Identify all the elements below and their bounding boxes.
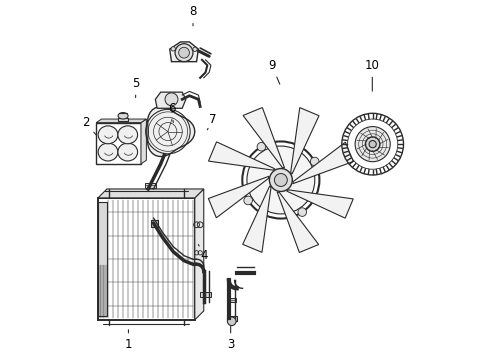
Circle shape xyxy=(270,168,293,192)
Polygon shape xyxy=(291,108,319,174)
Ellipse shape xyxy=(118,113,128,119)
Circle shape xyxy=(193,47,197,51)
Text: 9: 9 xyxy=(268,59,280,84)
Polygon shape xyxy=(208,176,269,218)
Polygon shape xyxy=(96,119,147,123)
Text: 3: 3 xyxy=(227,326,234,351)
Ellipse shape xyxy=(118,143,138,161)
Text: 8: 8 xyxy=(189,5,196,26)
Polygon shape xyxy=(155,92,186,108)
Circle shape xyxy=(274,174,287,186)
Bar xyxy=(200,292,211,297)
Bar xyxy=(151,220,158,226)
Circle shape xyxy=(165,93,178,106)
Text: 4: 4 xyxy=(198,244,207,262)
Circle shape xyxy=(175,44,193,62)
Polygon shape xyxy=(243,186,271,252)
Circle shape xyxy=(227,317,236,325)
Text: 5: 5 xyxy=(132,77,139,98)
Polygon shape xyxy=(170,42,198,62)
Polygon shape xyxy=(293,142,353,184)
Circle shape xyxy=(355,127,390,162)
Bar xyxy=(96,123,141,164)
Ellipse shape xyxy=(118,126,138,144)
Bar xyxy=(98,198,195,320)
Polygon shape xyxy=(141,119,147,164)
Text: 2: 2 xyxy=(82,116,96,135)
Ellipse shape xyxy=(98,143,118,161)
Text: 7: 7 xyxy=(207,113,217,130)
Circle shape xyxy=(298,208,307,216)
Circle shape xyxy=(179,47,190,58)
Ellipse shape xyxy=(98,126,118,144)
Polygon shape xyxy=(209,142,275,170)
Polygon shape xyxy=(287,190,353,218)
Circle shape xyxy=(369,140,376,148)
Bar xyxy=(98,202,107,316)
Polygon shape xyxy=(277,192,318,252)
Bar xyxy=(118,118,128,121)
Circle shape xyxy=(171,47,175,51)
Circle shape xyxy=(366,137,380,151)
Polygon shape xyxy=(147,107,195,157)
Text: 10: 10 xyxy=(365,59,380,91)
Text: 6: 6 xyxy=(168,102,175,123)
Bar xyxy=(146,183,156,188)
Text: 1: 1 xyxy=(124,330,132,351)
Circle shape xyxy=(244,196,252,205)
Bar xyxy=(228,298,236,302)
Circle shape xyxy=(247,146,315,214)
Polygon shape xyxy=(243,108,285,168)
Polygon shape xyxy=(195,189,204,320)
Circle shape xyxy=(310,157,319,166)
Circle shape xyxy=(257,143,266,151)
Polygon shape xyxy=(98,189,204,198)
Bar xyxy=(227,316,237,320)
